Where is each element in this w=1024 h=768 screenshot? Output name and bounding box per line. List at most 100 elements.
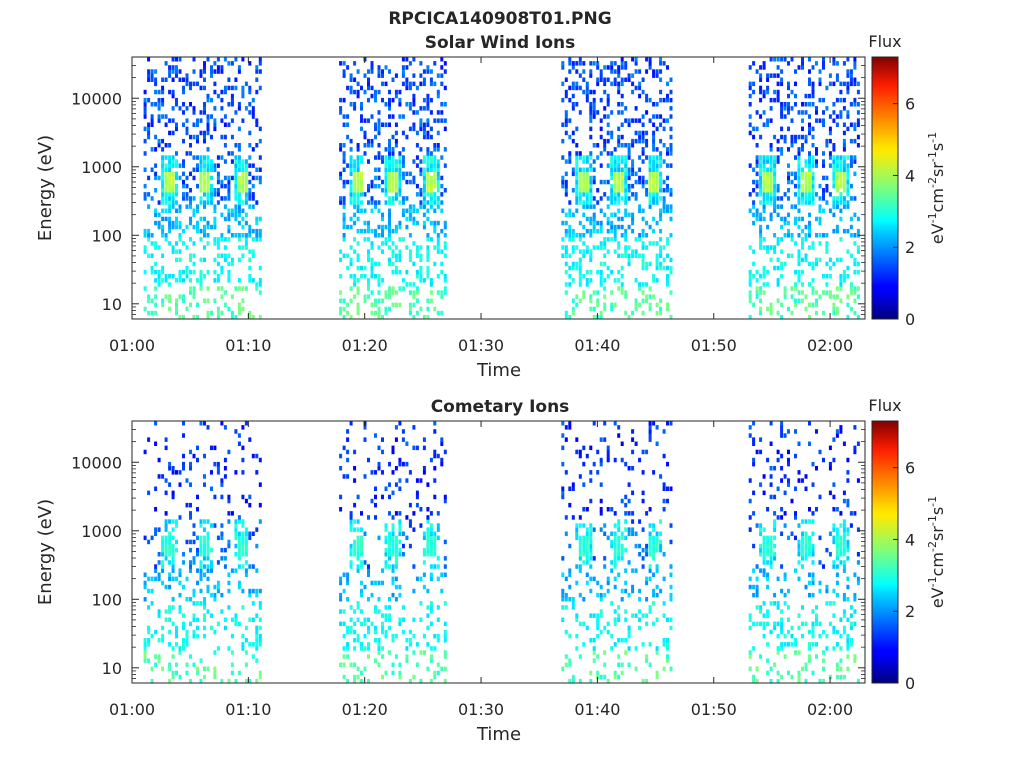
spectrogram-cell [815, 429, 818, 434]
spectrogram-cell [388, 535, 391, 541]
spectrogram-cell [842, 539, 846, 545]
spectrogram-cell [801, 147, 804, 152]
spectrogram-cell [849, 511, 853, 516]
spectrogram-cell [659, 89, 663, 95]
spectrogram-cell [666, 265, 669, 271]
spectrogram-cell [666, 204, 669, 209]
spectrogram-cell [241, 159, 245, 164]
spectrogram-cell [220, 592, 224, 598]
spectrogram-cell [199, 535, 203, 541]
spectrogram-cell [220, 556, 224, 561]
spectrogram-cell [394, 138, 398, 144]
spectrogram-cell [161, 85, 165, 91]
spectrogram-cell [412, 314, 416, 320]
spectrogram-cell [641, 159, 645, 164]
spectrogram-cell [624, 171, 628, 177]
spectrogram-cell [648, 171, 652, 177]
spectrogram-cell [360, 159, 363, 164]
spectrogram-cell [182, 269, 185, 275]
spectrogram-cell [367, 642, 370, 647]
spectrogram-cell [258, 175, 262, 181]
spectrogram-cell [161, 278, 165, 283]
spectrogram-cell [422, 535, 426, 541]
spectrogram-cell [787, 106, 790, 111]
spectrogram-cell [241, 118, 245, 123]
spectrogram-cell [787, 253, 790, 258]
spectrogram-cell [394, 552, 398, 557]
spectrogram-cell [185, 597, 189, 602]
spectrogram-cell [589, 306, 593, 312]
spectrogram-cell [171, 77, 175, 82]
spectrogram-cell [377, 650, 381, 655]
spectrogram-cell [589, 110, 593, 115]
spectrogram-cell [353, 61, 357, 66]
spectrogram-cell [199, 237, 203, 242]
spectrogram-cell [415, 490, 419, 496]
spectrogram-cell [617, 163, 621, 168]
spectrogram-cell [603, 138, 607, 144]
spectrogram-cell [426, 208, 430, 213]
spectrogram-cell [339, 507, 343, 512]
spectrogram-cell [755, 216, 759, 222]
spectrogram-cell [339, 580, 343, 586]
spectrogram-cell [624, 253, 628, 258]
spectrogram-cell [258, 617, 262, 622]
spectrogram-cell [613, 163, 617, 168]
spectrogram-cell [582, 175, 586, 181]
spectrogram-cell [606, 114, 610, 119]
spectrogram-cell [808, 196, 811, 201]
spectrogram-cell [175, 216, 178, 222]
spectrogram-cell [398, 102, 402, 107]
spectrogram-cell [811, 81, 815, 87]
spectrogram-cell [398, 486, 402, 491]
spectrogram-cell [613, 531, 617, 536]
spectrogram-cell [787, 461, 790, 467]
spectrogram-cell [641, 265, 645, 271]
spectrogram-cell [161, 666, 165, 672]
spectrogram-cell [394, 560, 398, 565]
spectrogram-cell [776, 188, 780, 193]
spectrogram-cell [759, 543, 763, 549]
spectrogram-cell [248, 102, 252, 107]
spectrogram-cell [237, 531, 241, 536]
spectrogram-cell [835, 507, 839, 512]
spectrogram-cell [842, 547, 846, 553]
spectrogram-cell [849, 605, 853, 610]
spectrogram-cell [251, 531, 255, 536]
spectrogram-cell [185, 576, 189, 582]
spectrogram-cell [408, 629, 412, 635]
spectrogram-cell [585, 204, 589, 209]
spectrogram-cell [175, 122, 178, 127]
spectrogram-cell [203, 204, 206, 209]
spectrogram-cell [244, 220, 248, 226]
spectrogram-cell [773, 523, 777, 528]
spectrogram-cell [578, 73, 582, 78]
spectrogram-cell [255, 588, 259, 594]
spectrogram-cell [429, 678, 433, 684]
spectrogram-cell [835, 188, 839, 193]
spectrogram-cell [255, 65, 259, 70]
spectrogram-cell [171, 605, 175, 610]
spectrogram-cell [398, 159, 402, 164]
spectrogram-cell [808, 552, 811, 557]
spectrogram-cell [401, 208, 405, 213]
spectrogram-cell [443, 650, 447, 655]
spectrogram-cell [388, 183, 391, 189]
spectrogram-cell [613, 237, 617, 242]
spectrogram-cell [832, 183, 836, 189]
spectrogram-cell [203, 564, 206, 569]
spectrogram-cell [388, 597, 391, 602]
spectrogram-cell [398, 519, 402, 524]
spectrogram-cell [192, 208, 196, 213]
spectrogram-cell [150, 114, 154, 119]
spectrogram-cell [258, 601, 262, 606]
spectrogram-cell [631, 613, 635, 618]
spectrogram-cell [617, 535, 621, 541]
spectrogram-cell [617, 278, 621, 283]
spectrogram-cell [645, 621, 649, 627]
spectrogram-cell [391, 114, 395, 119]
spectrogram-cell [255, 678, 259, 684]
spectrogram-cell [203, 163, 206, 168]
spectrogram-cell [797, 65, 801, 70]
spectrogram-cell [655, 646, 659, 651]
